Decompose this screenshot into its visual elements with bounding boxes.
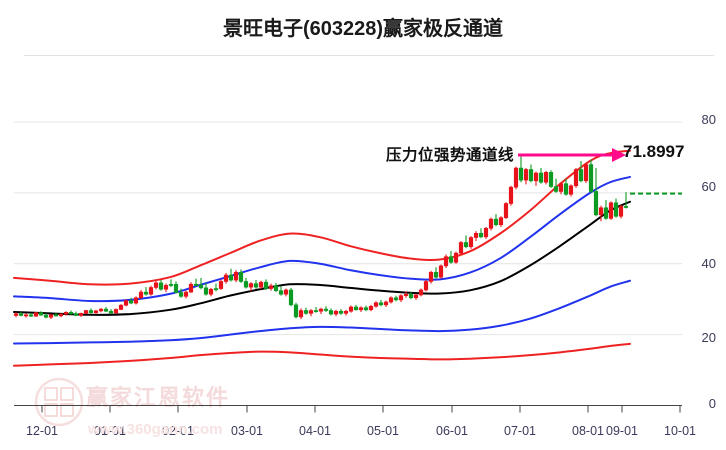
- x-axis-label-7: 07-01: [504, 424, 536, 438]
- y-axis-label-40: 40: [701, 256, 716, 271]
- y-axis-label-0: 0: [708, 396, 716, 411]
- x-axis-label-6: 06-01: [436, 424, 468, 438]
- page-title: 景旺电子(603228)赢家极反通道: [222, 18, 504, 40]
- x-axis-label-9: 09-01: [606, 424, 638, 438]
- watermark-url: www.360gann.com: [88, 421, 223, 438]
- annotation-label: 压力位强势通道线: [386, 147, 515, 164]
- y-axis-label-60: 60: [701, 179, 716, 194]
- y-axis-label-20: 20: [701, 330, 716, 345]
- y-axis-label-80: 80: [701, 112, 716, 127]
- x-axis-label-8: 08-01: [572, 424, 604, 438]
- x-axis-label-5: 05-01: [367, 424, 399, 438]
- x-axis-label-2: 02-01: [162, 424, 194, 438]
- x-axis-label-0: 12-01: [26, 424, 58, 438]
- header-divider: [24, 55, 714, 56]
- annotation-value: 71.8997: [623, 142, 685, 161]
- candlestick-series: [13, 155, 629, 320]
- x-axis-label-1: 01-01: [94, 424, 126, 438]
- x-axis-label-4: 04-01: [299, 424, 331, 438]
- brand-seal-icon: [34, 377, 84, 427]
- channel-bands: [13, 149, 631, 367]
- x-axis-label-3: 03-01: [231, 424, 263, 438]
- axis-lines: [14, 405, 682, 413]
- annotation-arrow-icon: [518, 148, 626, 162]
- x-axis-label-10: 10-01: [664, 424, 696, 438]
